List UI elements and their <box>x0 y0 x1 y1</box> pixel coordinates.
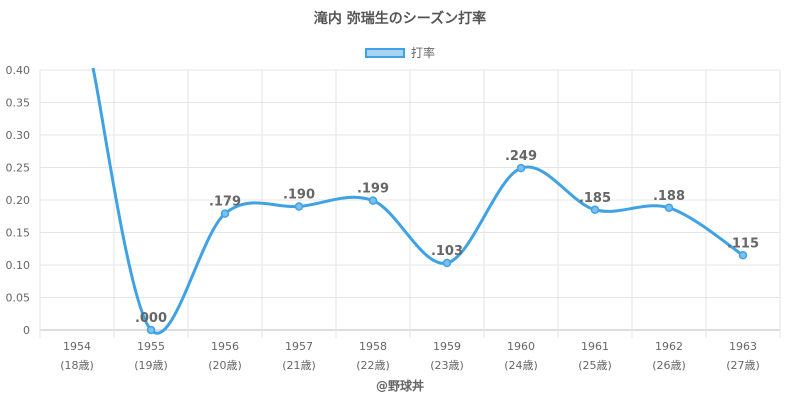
data-label: .199 <box>357 182 389 197</box>
x-tick-label: 1963 <box>729 340 757 353</box>
x-tick-sublabel: (26歳) <box>652 359 686 372</box>
data-label: .179 <box>209 195 241 210</box>
data-point <box>220 209 230 218</box>
series-line <box>91 67 744 335</box>
x-tick-sublabel: (27歳) <box>726 359 760 372</box>
x-tick-label: 1954 <box>63 340 91 353</box>
x-tick-sublabel: (21歳) <box>282 359 316 372</box>
x-tick-sublabel: (22歳) <box>356 359 390 372</box>
x-tick-sublabel: (23歳) <box>430 359 464 372</box>
x-tick-sublabel: (24歳) <box>504 359 538 372</box>
data-point <box>590 205 600 214</box>
legend-label: 打率 <box>410 46 435 60</box>
x-tick-label: 1960 <box>507 340 535 353</box>
x-tick-label: 1959 <box>433 340 461 353</box>
data-point <box>516 163 526 173</box>
data-label: .115 <box>727 236 759 251</box>
y-tick-label: 0.40 <box>6 64 31 77</box>
y-tick-label: 0.25 <box>6 162 31 175</box>
y-tick-label: 0.30 <box>6 129 31 142</box>
x-tick-label: 1961 <box>581 340 609 353</box>
data-label: .103 <box>431 244 463 259</box>
data-point <box>368 196 378 205</box>
x-tick-label: 1956 <box>211 340 239 353</box>
chart-title: 滝内 弥瑞生のシーズン打率 <box>313 11 487 27</box>
x-tick-sublabel: (25歳) <box>578 359 612 372</box>
x-tick-label: 1955 <box>137 340 165 353</box>
y-tick-label: 0.05 <box>6 292 31 305</box>
data-label: .249 <box>505 149 537 164</box>
data-point <box>738 251 748 260</box>
data-point <box>442 258 452 268</box>
data-label: .190 <box>283 188 315 203</box>
y-tick-label: 0.20 <box>6 194 31 207</box>
x-tick-sublabel: (19歳) <box>134 359 168 372</box>
legend[interactable]: 打率 <box>0 44 800 61</box>
y-tick-label: 0.35 <box>6 97 31 110</box>
data-point <box>294 202 304 211</box>
data-label: .188 <box>653 189 685 204</box>
credit-text: @野球丼 <box>375 379 424 393</box>
x-tick-sublabel: (18歳) <box>60 359 94 372</box>
x-tick-label: 1962 <box>655 340 683 353</box>
legend-swatch <box>364 47 405 58</box>
data-label: .000 <box>135 311 167 326</box>
data-point <box>664 203 674 213</box>
x-tick-sublabel: (20歳) <box>208 359 242 372</box>
y-tick-label: 0.10 <box>6 259 31 272</box>
data-point <box>146 325 156 335</box>
data-label: .185 <box>579 191 611 206</box>
y-tick-label: 0.15 <box>6 227 31 240</box>
x-tick-label: 1958 <box>359 340 387 353</box>
y-tick-label: 0 <box>23 324 30 337</box>
x-tick-label: 1957 <box>285 340 313 353</box>
